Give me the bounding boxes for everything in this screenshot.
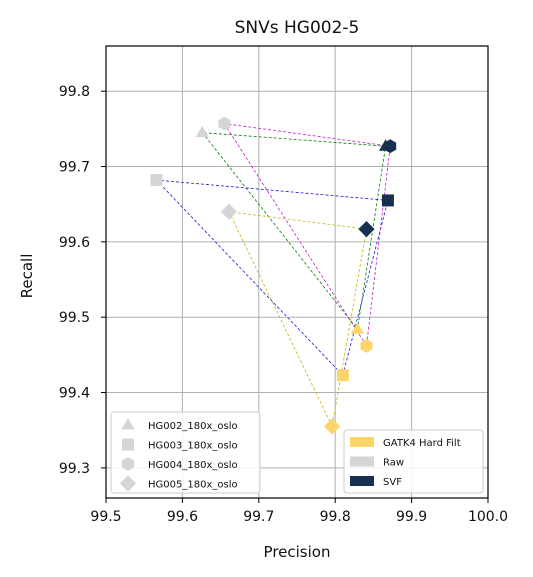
data-point xyxy=(381,194,394,207)
sample-legend-label: HG003_180x_oslo xyxy=(148,441,238,452)
method-legend: GATK4 Hard Filt Raw SVF xyxy=(343,429,484,494)
y-axis-label: Recall xyxy=(18,254,36,299)
connector-line xyxy=(224,123,391,347)
x-axis-label: Precision xyxy=(264,543,331,561)
data-point xyxy=(150,174,163,187)
sample-legend: HG002_180x_oslo HG003_180x_oslo HG004_180x… xyxy=(110,411,261,494)
x-tick-label: 100.0 xyxy=(468,509,508,525)
x-tick-label: 99.9 xyxy=(396,509,427,525)
chart-title: SNVs HG002-5 xyxy=(235,18,360,38)
x-tick-label: 99.6 xyxy=(167,509,198,525)
sample-legend-label: HG004_180x_oslo xyxy=(148,460,238,471)
method-legend-label: Raw xyxy=(383,458,404,469)
method-legend-swatch xyxy=(350,437,374,447)
data-points xyxy=(150,116,397,435)
y-tick-label: 99.8 xyxy=(59,84,90,100)
sample-legend-marker xyxy=(122,438,134,451)
y-tick-label: 99.3 xyxy=(59,461,90,477)
method-legend-swatch xyxy=(350,456,374,467)
data-point xyxy=(384,139,397,154)
connector-line xyxy=(156,179,389,376)
sample-legend-marker xyxy=(122,457,134,471)
data-point xyxy=(220,203,238,220)
axis-ticks: 99.5 99.6 99.7 99.8 99.9 100.0 99.3 99.4 99.5 99.… xyxy=(59,84,508,525)
plot-frame xyxy=(105,45,489,499)
y-tick-label: 99.4 xyxy=(59,386,90,402)
y-tick-label: 99.5 xyxy=(59,310,90,326)
x-tick-label: 99.8 xyxy=(320,509,351,525)
data-point xyxy=(218,116,231,131)
y-tick-label: 99.6 xyxy=(59,235,90,251)
connector-line xyxy=(228,211,367,428)
method-legend-label: SVF xyxy=(383,477,402,488)
method-legend-box xyxy=(343,429,484,494)
connector-line xyxy=(201,132,387,331)
x-tick-label: 99.7 xyxy=(243,509,274,525)
y-tick-label: 99.7 xyxy=(59,160,90,176)
sample-legend-marker xyxy=(119,475,137,492)
data-point xyxy=(350,322,364,334)
sample-legend-box xyxy=(110,411,261,494)
data-point xyxy=(195,125,209,138)
x-tick-label: 99.5 xyxy=(90,509,121,525)
sample-legend-marker xyxy=(121,418,135,430)
data-point xyxy=(360,338,373,353)
method-legend-swatch xyxy=(350,476,374,486)
method-legend-label: GATK4 Hard Filt xyxy=(383,438,461,449)
data-point xyxy=(324,418,341,435)
connector-lines xyxy=(156,123,391,428)
sample-legend-label: HG005_180x_oslo xyxy=(148,480,238,491)
data-point xyxy=(336,369,349,382)
sample-legend-label: HG002_180x_oslo xyxy=(148,421,238,432)
data-point xyxy=(358,221,375,238)
